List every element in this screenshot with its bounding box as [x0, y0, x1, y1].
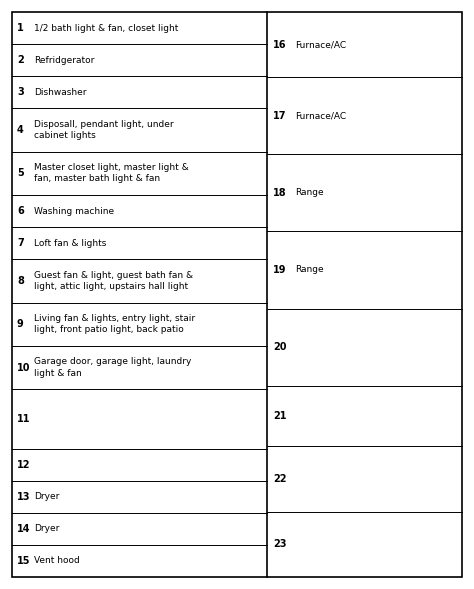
Text: Refridgerator: Refridgerator [34, 55, 94, 65]
Text: 21: 21 [273, 411, 287, 421]
Text: Range: Range [295, 188, 324, 197]
Text: 4: 4 [17, 125, 24, 135]
Text: Master closet light, master light &
fan, master bath light & fan: Master closet light, master light & fan,… [34, 163, 189, 184]
Text: 19: 19 [273, 265, 287, 275]
Text: 6: 6 [17, 206, 24, 216]
Text: 7: 7 [17, 238, 24, 248]
Text: 12: 12 [17, 460, 30, 470]
Text: 2: 2 [17, 55, 24, 65]
Text: 11: 11 [17, 414, 30, 424]
Text: Dishwasher: Dishwasher [34, 88, 86, 97]
Text: Washing machine: Washing machine [34, 207, 114, 216]
Text: 16: 16 [273, 39, 287, 49]
Text: Range: Range [295, 266, 324, 274]
Text: Dryer: Dryer [34, 492, 59, 501]
Text: 8: 8 [17, 276, 24, 286]
Text: 9: 9 [17, 319, 24, 329]
Text: 5: 5 [17, 168, 24, 178]
Text: Furnace/AC: Furnace/AC [295, 40, 346, 49]
Text: 14: 14 [17, 524, 30, 534]
Text: 1: 1 [17, 23, 24, 33]
Text: 22: 22 [273, 474, 287, 484]
Text: 1/2 bath light & fan, closet light: 1/2 bath light & fan, closet light [34, 24, 178, 32]
Text: Dryer: Dryer [34, 524, 59, 534]
Text: 3: 3 [17, 87, 24, 97]
Text: 20: 20 [273, 342, 287, 352]
Text: Disposall, pendant light, under
cabinet lights: Disposall, pendant light, under cabinet … [34, 120, 173, 140]
Text: Living fan & lights, entry light, stair
light, front patio light, back patio: Living fan & lights, entry light, stair … [34, 314, 195, 335]
Text: Furnace/AC: Furnace/AC [295, 111, 346, 120]
Text: 13: 13 [17, 492, 30, 502]
Text: 17: 17 [273, 111, 287, 121]
Text: Loft fan & lights: Loft fan & lights [34, 239, 106, 247]
Text: 15: 15 [17, 556, 30, 566]
Text: Guest fan & light, guest bath fan &
light, attic light, upstairs hall light: Guest fan & light, guest bath fan & ligh… [34, 270, 193, 291]
Text: Garage door, garage light, laundry
light & fan: Garage door, garage light, laundry light… [34, 358, 191, 378]
Text: 18: 18 [273, 188, 287, 198]
Text: 23: 23 [273, 540, 287, 550]
Text: 10: 10 [17, 363, 30, 373]
Text: Vent hood: Vent hood [34, 557, 80, 565]
